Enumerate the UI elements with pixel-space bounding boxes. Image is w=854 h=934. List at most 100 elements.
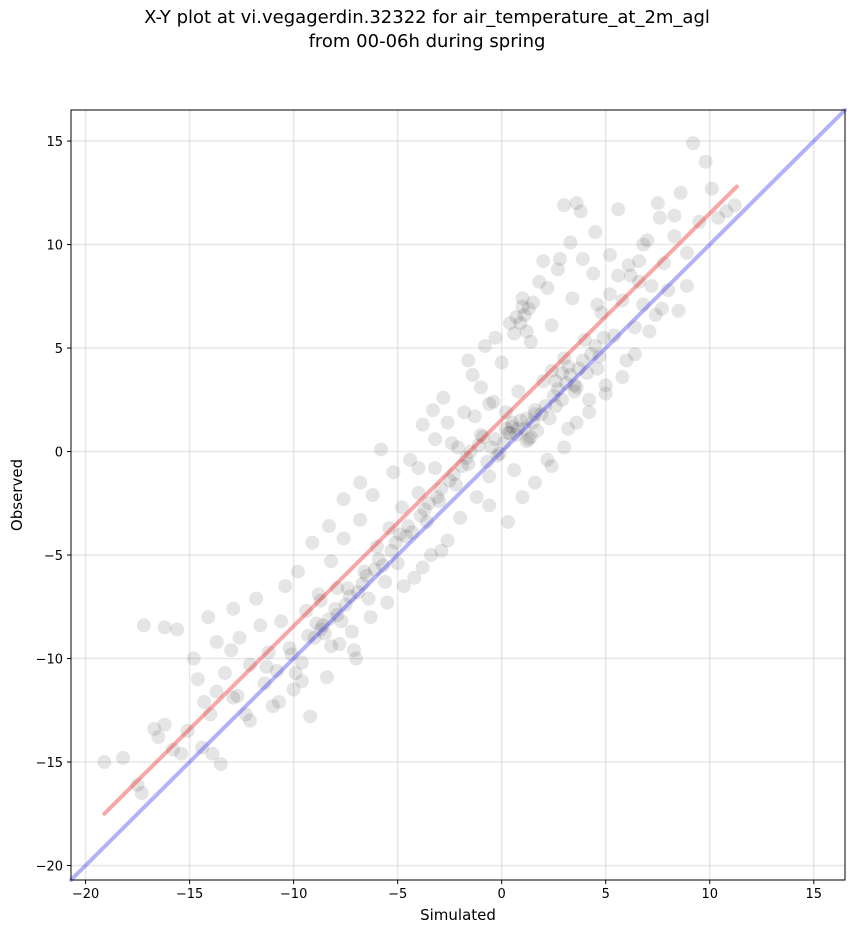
grid-lines <box>71 110 845 880</box>
data-point <box>515 490 530 505</box>
data-point <box>411 461 426 476</box>
data-point <box>205 746 220 761</box>
data-point <box>209 634 224 649</box>
data-point <box>365 488 380 502</box>
data-point <box>632 274 647 289</box>
data-point <box>525 295 540 310</box>
data-point <box>575 353 590 368</box>
data-point <box>500 425 515 440</box>
data-point <box>503 316 518 331</box>
data-point <box>532 274 547 289</box>
data-point <box>423 548 438 563</box>
data-point <box>575 252 590 267</box>
data-point <box>611 202 626 217</box>
data-point <box>421 496 436 511</box>
data-point <box>642 324 657 339</box>
data-point <box>515 299 530 314</box>
data-point <box>294 655 309 670</box>
data-point <box>488 330 503 345</box>
data-point <box>627 320 642 335</box>
data-point <box>288 666 303 681</box>
y-tick-label: 15 <box>46 135 63 150</box>
data-point <box>711 210 726 225</box>
data-point <box>569 380 584 395</box>
data-point <box>390 556 405 571</box>
data-point <box>656 256 671 271</box>
data-point <box>286 682 301 697</box>
data-point <box>303 709 318 724</box>
data-point <box>513 316 528 331</box>
data-point <box>322 612 336 627</box>
x-tick-label: 10 <box>701 887 718 902</box>
data-point <box>403 452 418 467</box>
data-point <box>503 425 518 440</box>
data-point <box>351 585 366 600</box>
data-point <box>434 543 449 558</box>
data-point <box>324 554 339 569</box>
data-point <box>552 252 567 267</box>
data-point <box>627 347 642 362</box>
data-point <box>334 614 349 629</box>
data-point <box>322 519 336 534</box>
data-point <box>467 409 482 424</box>
data-point <box>265 699 280 714</box>
x-tick-label: −20 <box>72 887 99 902</box>
data-point <box>523 334 538 349</box>
data-point <box>698 154 713 169</box>
data-point <box>342 589 357 604</box>
data-point <box>667 208 682 223</box>
data-point <box>704 181 719 196</box>
data-point <box>157 620 172 635</box>
x-tick-label: 0 <box>498 887 506 902</box>
data-point <box>719 204 734 219</box>
data-point <box>355 577 370 592</box>
data-point <box>328 601 343 616</box>
y-axis-label: Observed <box>8 459 26 531</box>
y-tick-label: −20 <box>36 860 63 875</box>
data-point <box>386 465 401 480</box>
data-point <box>548 374 563 389</box>
data-point <box>428 461 443 476</box>
data-point <box>550 262 565 277</box>
x-tick-label: 5 <box>602 887 610 902</box>
data-point <box>257 676 272 691</box>
data-point <box>453 510 468 525</box>
data-point <box>498 421 513 436</box>
data-point <box>505 419 520 434</box>
data-point <box>598 378 613 393</box>
data-point <box>415 417 430 432</box>
data-point <box>384 543 399 558</box>
data-point <box>563 235 578 250</box>
data-point <box>517 421 532 436</box>
data-point <box>170 622 185 637</box>
data-point <box>598 386 613 401</box>
data-point <box>224 643 239 658</box>
data-point <box>388 535 403 550</box>
data-point <box>538 398 553 413</box>
data-point <box>405 525 420 540</box>
data-point <box>615 293 630 308</box>
data-point <box>134 786 149 801</box>
data-point <box>505 415 520 430</box>
data-point <box>116 750 131 765</box>
data-point <box>679 245 694 260</box>
data-point <box>482 498 497 513</box>
data-point <box>507 326 522 341</box>
data-point <box>507 463 522 478</box>
data-point <box>232 630 247 645</box>
data-point <box>428 432 443 447</box>
data-point <box>482 396 497 411</box>
data-point <box>482 469 497 484</box>
data-point <box>465 367 480 382</box>
data-point <box>461 456 476 471</box>
data-point <box>546 388 561 403</box>
data-point <box>317 626 332 641</box>
y-tick-label: 0 <box>55 446 63 461</box>
data-point <box>636 237 651 252</box>
data-point <box>440 415 455 430</box>
data-point <box>478 338 493 353</box>
data-point <box>349 651 364 666</box>
data-point <box>396 579 411 594</box>
data-point <box>496 436 511 451</box>
